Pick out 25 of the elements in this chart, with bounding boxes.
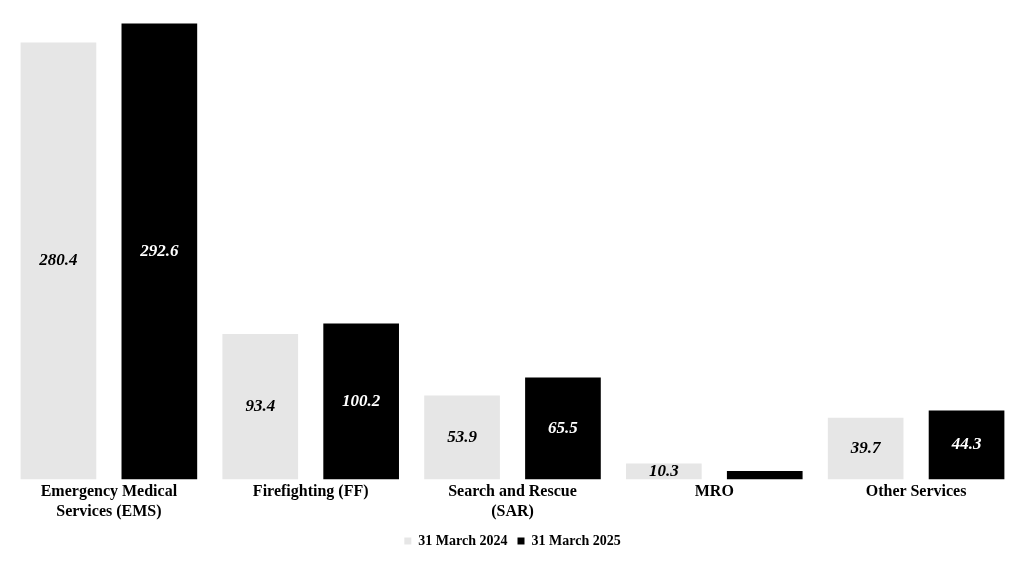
x-tick-label: Search and Rescue (SAR) <box>448 482 577 520</box>
data-label: 44.3 <box>950 434 982 454</box>
bar <box>827 417 904 480</box>
data-label: 53.9 <box>447 426 478 446</box>
bar <box>20 42 97 480</box>
bar <box>424 395 500 480</box>
data-label: 93.4 <box>245 396 276 416</box>
bar <box>726 471 803 480</box>
bar <box>323 323 399 480</box>
legend-label: 31 March 2025 <box>531 532 621 548</box>
x-tick-label: MRO <box>694 482 734 500</box>
x-tick-label: Firefighting (FF) <box>252 482 369 501</box>
bar <box>222 334 299 480</box>
data-label: 280.4 <box>38 250 78 270</box>
data-label: 10.3 <box>648 460 680 480</box>
bar <box>928 410 1005 480</box>
data-label: 100.2 <box>342 390 381 410</box>
data-label: 65.5 <box>548 417 579 437</box>
legend-label: 31 March 2024 <box>418 532 508 548</box>
x-tick-label: Emergency Medical Services (EMS) <box>40 482 178 520</box>
bar <box>525 377 601 480</box>
x-tick-label: Other Services <box>865 482 967 500</box>
bar <box>121 23 198 480</box>
data-label: 292.6 <box>139 240 179 260</box>
data-label: 39.7 <box>849 438 883 458</box>
